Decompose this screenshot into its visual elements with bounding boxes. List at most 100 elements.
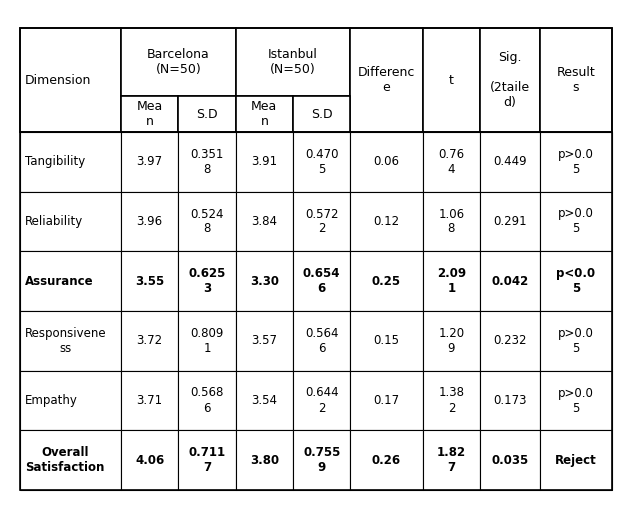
Text: 0.625
3: 0.625 3: [188, 267, 226, 295]
Bar: [480, 430, 540, 490]
Bar: [423, 132, 480, 192]
Text: Responsivene
ss: Responsivene ss: [25, 327, 107, 355]
Text: 1.06
8: 1.06 8: [438, 208, 464, 235]
Bar: [540, 251, 612, 311]
Bar: [236, 251, 293, 311]
Text: 1.82
7: 1.82 7: [437, 446, 466, 474]
Text: 3.54: 3.54: [252, 394, 277, 407]
Bar: [350, 28, 423, 132]
Bar: [179, 311, 236, 371]
Text: 3.84: 3.84: [252, 215, 277, 228]
Text: Result
s: Result s: [557, 66, 595, 94]
Bar: [293, 311, 350, 371]
Bar: [20, 28, 612, 490]
Text: p<0.0
5: p<0.0 5: [556, 267, 596, 295]
Text: 4.06: 4.06: [135, 454, 164, 467]
Text: Empathy: Empathy: [25, 394, 78, 407]
Bar: [480, 192, 540, 251]
Text: 0.449: 0.449: [493, 155, 526, 168]
Bar: [540, 132, 612, 192]
Text: 3.91: 3.91: [252, 155, 277, 168]
Bar: [20, 28, 121, 132]
Bar: [236, 430, 293, 490]
Text: 3.80: 3.80: [250, 454, 279, 467]
Bar: [179, 430, 236, 490]
Bar: [20, 132, 121, 192]
Text: Sig.

(2taile
d): Sig. (2taile d): [490, 51, 530, 109]
Text: 0.173: 0.173: [493, 394, 526, 407]
Text: 0.12: 0.12: [374, 215, 399, 228]
Text: 3.30: 3.30: [250, 274, 279, 288]
Bar: [179, 251, 236, 311]
Text: Reliability: Reliability: [25, 215, 83, 228]
Bar: [121, 311, 179, 371]
Bar: [293, 132, 350, 192]
Text: 1.20
9: 1.20 9: [438, 327, 464, 355]
Bar: [236, 371, 293, 430]
Text: 0.25: 0.25: [372, 274, 401, 288]
Text: 3.96: 3.96: [136, 215, 163, 228]
Text: 3.71: 3.71: [136, 394, 163, 407]
Text: 1.38
2: 1.38 2: [438, 387, 464, 414]
Bar: [293, 192, 350, 251]
Text: Assurance: Assurance: [25, 274, 94, 288]
Text: 3.97: 3.97: [136, 155, 163, 168]
Bar: [423, 251, 480, 311]
Bar: [20, 371, 121, 430]
Text: Mea
n: Mea n: [136, 100, 163, 128]
Bar: [236, 311, 293, 371]
Text: Overall
Satisfaction: Overall Satisfaction: [25, 446, 104, 474]
Bar: [236, 192, 293, 251]
Bar: [20, 251, 121, 311]
Text: 0.809
1: 0.809 1: [191, 327, 224, 355]
Text: p>0.0
5: p>0.0 5: [558, 208, 594, 235]
Bar: [121, 251, 179, 311]
Text: 3.57: 3.57: [252, 334, 277, 347]
Bar: [20, 311, 121, 371]
Bar: [121, 96, 179, 132]
Bar: [121, 132, 179, 192]
Bar: [423, 371, 480, 430]
Bar: [480, 251, 540, 311]
Text: Reject: Reject: [555, 454, 597, 467]
Text: 0.232: 0.232: [493, 334, 526, 347]
Text: p>0.0
5: p>0.0 5: [558, 148, 594, 176]
Text: Tangibility: Tangibility: [25, 155, 86, 168]
Bar: [293, 251, 350, 311]
Bar: [293, 430, 350, 490]
Bar: [20, 430, 121, 490]
Text: 0.035: 0.035: [491, 454, 528, 467]
Bar: [179, 132, 236, 192]
Text: Differenc
e: Differenc e: [358, 66, 415, 94]
Text: 0.568
6: 0.568 6: [191, 387, 224, 414]
Text: 0.76
4: 0.76 4: [438, 148, 464, 176]
Bar: [350, 371, 423, 430]
Bar: [350, 311, 423, 371]
Bar: [293, 96, 350, 132]
Text: 0.17: 0.17: [374, 394, 399, 407]
Text: 0.755
9: 0.755 9: [303, 446, 340, 474]
Text: 3.55: 3.55: [135, 274, 164, 288]
Bar: [350, 251, 423, 311]
Bar: [423, 28, 480, 132]
Text: Istanbul
(N=50): Istanbul (N=50): [268, 48, 318, 76]
Text: 0.470
5: 0.470 5: [305, 148, 338, 176]
Text: 0.26: 0.26: [372, 454, 401, 467]
Text: Barcelona
(N=50): Barcelona (N=50): [147, 48, 209, 76]
Bar: [121, 192, 179, 251]
Bar: [20, 192, 121, 251]
Bar: [350, 132, 423, 192]
Bar: [480, 28, 540, 132]
Bar: [480, 132, 540, 192]
Bar: [540, 28, 612, 132]
Text: p>0.0
5: p>0.0 5: [558, 387, 594, 414]
Bar: [236, 96, 293, 132]
Bar: [480, 371, 540, 430]
Bar: [121, 28, 236, 96]
Text: 0.291: 0.291: [493, 215, 526, 228]
Bar: [293, 371, 350, 430]
Text: 0.654
6: 0.654 6: [303, 267, 340, 295]
Text: 2.09
1: 2.09 1: [437, 267, 466, 295]
Text: 0.572
2: 0.572 2: [305, 208, 338, 235]
Bar: [236, 132, 293, 192]
